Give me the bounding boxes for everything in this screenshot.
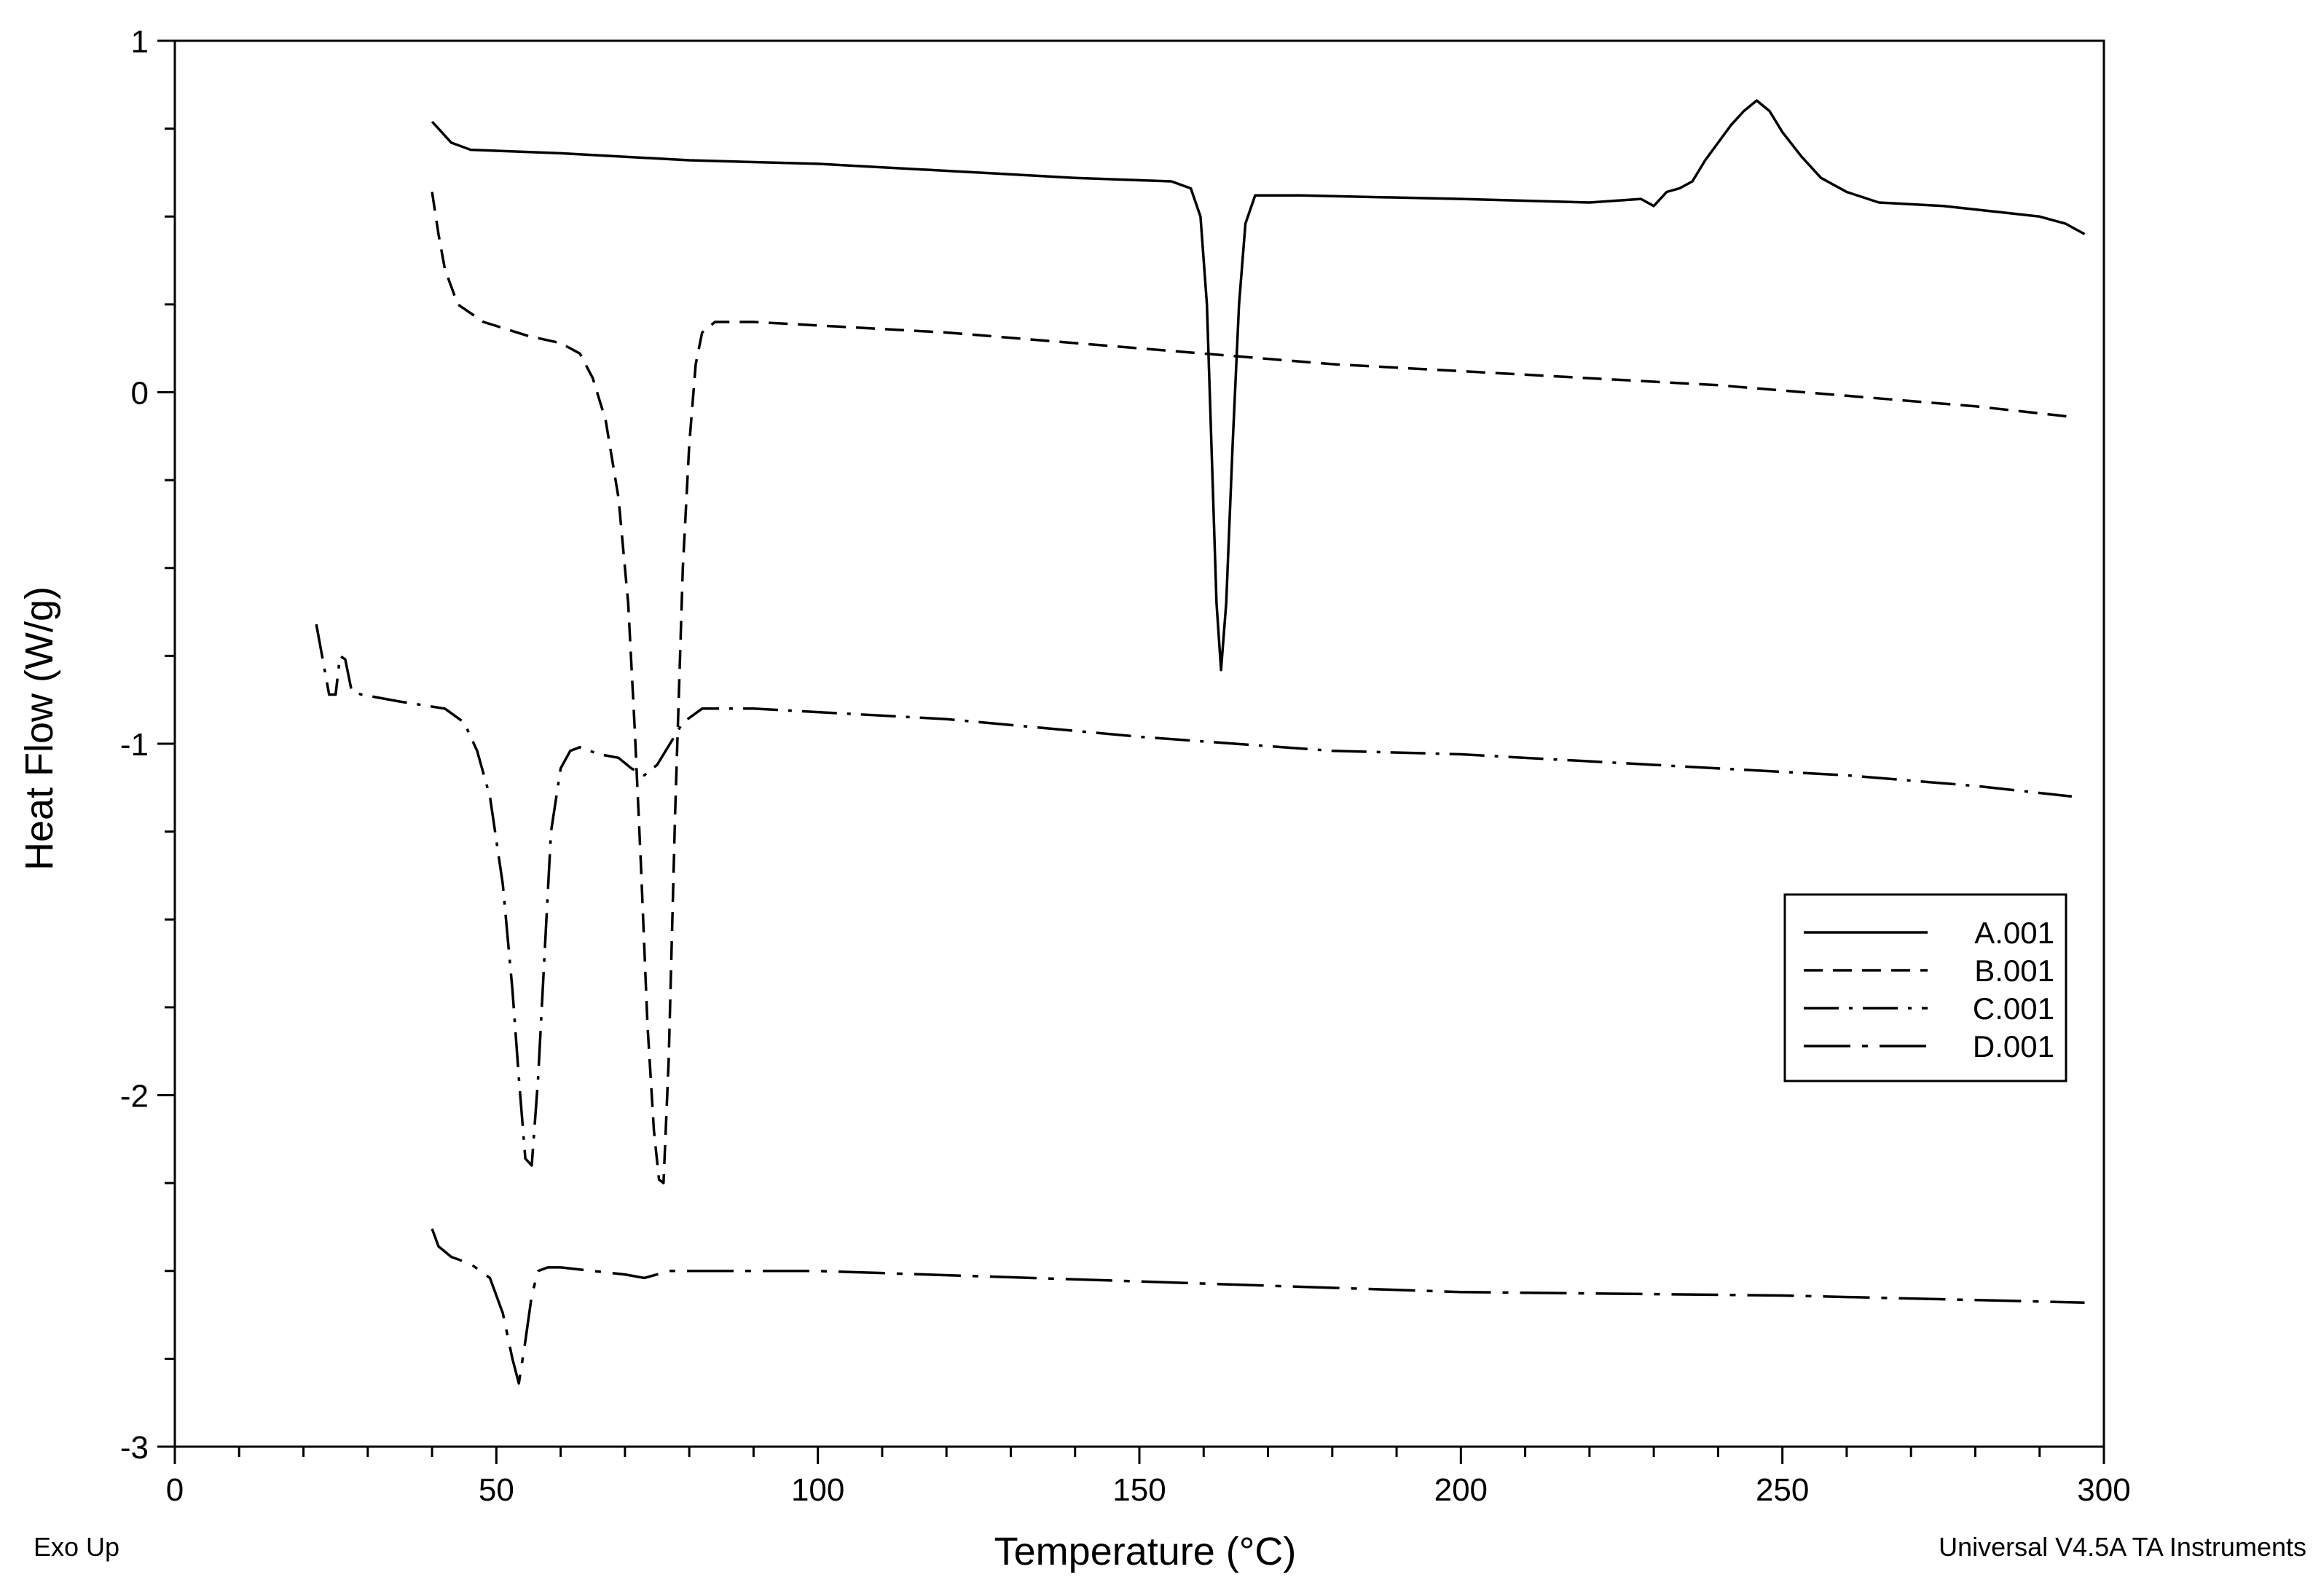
y-tick-label: 0 — [131, 376, 149, 412]
series-line-4 — [431, 1228, 2085, 1385]
legend-box — [1783, 893, 2067, 1082]
legend-label: B.001 — [1974, 954, 2054, 988]
series-line-1 — [431, 99, 2086, 672]
y-tick-label: -2 — [120, 1079, 149, 1115]
software-annotation: Universal V4.5A TA Instruments — [1939, 1532, 2306, 1562]
plot-frame — [173, 39, 2105, 1448]
series-line-3 — [315, 624, 2073, 1167]
y-tick-label: -1 — [120, 727, 149, 763]
x-tick-label: 0 — [166, 1472, 184, 1508]
x-tick-label: 250 — [1756, 1472, 1809, 1508]
legend-label: D.001 — [1973, 1029, 2054, 1064]
x-tick-label: 200 — [1434, 1472, 1488, 1508]
y-tick-label: -3 — [120, 1430, 149, 1466]
plot-area — [173, 39, 2105, 1448]
x-tick-label: 50 — [479, 1472, 514, 1508]
y-tick-label: 1 — [131, 24, 149, 60]
axes: 0 50 100 150 200 250 300 1 0 -1 -2 -3 — [120, 24, 2131, 1508]
exo-up-annotation: Exo Up — [34, 1532, 119, 1562]
y-axis-label: Heat Flow (W/g) — [17, 586, 61, 870]
legend-label: C.001 — [1973, 991, 2054, 1026]
series-line-2 — [431, 192, 2073, 1184]
series-lines — [315, 99, 2086, 1385]
legend-label: A.001 — [1974, 916, 2054, 950]
x-tick-label: 150 — [1112, 1472, 1166, 1508]
x-tick-label: 100 — [791, 1472, 844, 1508]
x-axis-label: Temperature (°C) — [994, 1530, 1297, 1573]
x-tick-label: 300 — [2077, 1472, 2130, 1508]
